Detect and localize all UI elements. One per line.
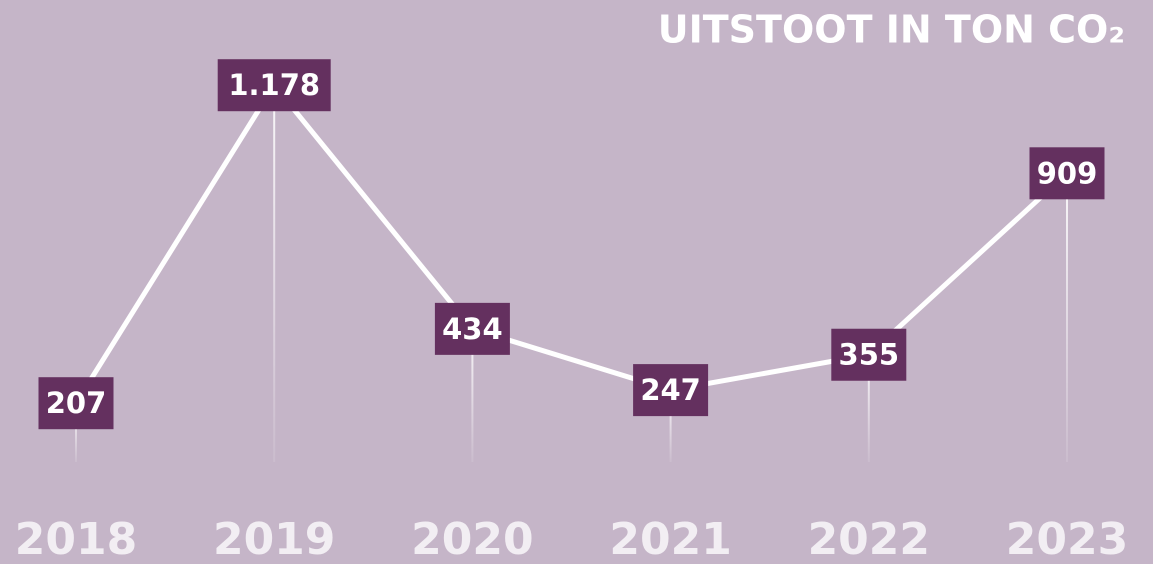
value-label-box	[217, 59, 331, 112]
value-label-box	[633, 364, 709, 417]
value-label: 434	[442, 312, 503, 346]
x-tick-label: 2019	[213, 514, 335, 564]
drop-line	[669, 390, 672, 462]
value-label: 909	[1037, 156, 1098, 190]
value-label-box	[1029, 147, 1105, 200]
drop-line	[1066, 173, 1068, 463]
x-tick-label: 2022	[808, 514, 930, 564]
drop-line	[75, 403, 77, 462]
drop-line	[471, 328, 474, 462]
value-label-box	[831, 328, 907, 381]
value-label: 355	[839, 338, 900, 372]
x-tick-label: 2020	[411, 514, 533, 564]
value-label: 247	[640, 373, 701, 407]
value-label-box	[434, 302, 510, 355]
line	[73, 82, 1069, 405]
x-tick-label: 2018	[15, 514, 137, 564]
x-tick-label: 2021	[609, 514, 731, 564]
drop-line	[867, 354, 870, 462]
value-label-box	[38, 377, 114, 430]
value-label: 207	[46, 386, 107, 420]
chart-title: UITSTOOT IN TON CO₂	[658, 8, 1125, 52]
x-tick-label: 2023	[1006, 514, 1128, 564]
drop-line	[273, 85, 276, 462]
value-label: 1.178	[228, 68, 320, 102]
